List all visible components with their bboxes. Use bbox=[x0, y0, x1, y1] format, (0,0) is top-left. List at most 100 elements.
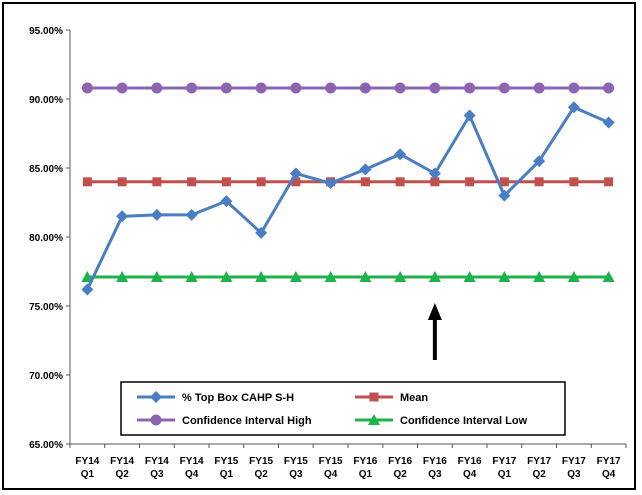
series-3-point bbox=[567, 271, 580, 283]
series-0-point bbox=[220, 195, 233, 208]
series-3-point bbox=[150, 271, 163, 283]
series-2-point bbox=[81, 82, 93, 94]
series-2-point bbox=[255, 82, 267, 94]
y-tick-label: 80.00% bbox=[29, 233, 63, 244]
x-tick-label-quarter: Q1 bbox=[498, 469, 512, 480]
series-1-point bbox=[534, 177, 544, 187]
x-tick-label-quarter: Q3 bbox=[289, 469, 303, 480]
series-0-point bbox=[463, 109, 476, 122]
y-tick-label: 95.00% bbox=[29, 26, 63, 37]
series-2-point bbox=[325, 82, 337, 94]
series-0-point bbox=[116, 210, 129, 223]
y-tick-label: 75.00% bbox=[29, 302, 63, 313]
legend-label: % Top Box CAHP S-H bbox=[182, 392, 294, 404]
series-1-point bbox=[430, 177, 440, 187]
y-tick-label: 85.00% bbox=[29, 164, 63, 175]
series-3-point bbox=[289, 271, 302, 283]
x-tick-label-quarter: Q4 bbox=[463, 469, 477, 480]
series-0-point bbox=[255, 226, 268, 239]
series-2-point bbox=[359, 82, 371, 94]
series-0-point bbox=[533, 155, 546, 168]
series-1-point bbox=[604, 177, 614, 187]
series-3-point bbox=[324, 271, 337, 283]
x-tick-label-year: FY16 bbox=[458, 456, 482, 467]
series-1-point bbox=[499, 177, 509, 187]
annotation-arrow-head bbox=[427, 303, 442, 320]
series-1-point bbox=[360, 177, 370, 187]
legend-swatch-marker bbox=[150, 391, 162, 403]
x-tick-label-year: FY17 bbox=[597, 456, 621, 467]
x-tick-label-year: FY14 bbox=[110, 456, 134, 467]
series-3-point bbox=[255, 271, 268, 283]
series-2-point bbox=[116, 82, 128, 94]
y-tick-label: 70.00% bbox=[29, 371, 63, 382]
series-0-point bbox=[394, 148, 407, 161]
series-1-point bbox=[256, 177, 266, 187]
series-0-point bbox=[567, 101, 580, 114]
series-2-point bbox=[498, 82, 510, 94]
series-1-point bbox=[465, 177, 475, 187]
series-3-point bbox=[81, 271, 94, 283]
x-tick-label-quarter: Q3 bbox=[150, 469, 164, 480]
x-tick-label-year: FY15 bbox=[214, 456, 238, 467]
series-2-point bbox=[186, 82, 198, 94]
x-tick-label-quarter: Q2 bbox=[532, 469, 546, 480]
series-0-point bbox=[289, 167, 302, 180]
x-tick-label-year: FY17 bbox=[527, 456, 551, 467]
x-tick-label-year: FY15 bbox=[284, 456, 308, 467]
series-1-point bbox=[187, 177, 197, 187]
series-2-point bbox=[394, 82, 406, 94]
series-3-point bbox=[185, 271, 198, 283]
x-tick-label-year: FY17 bbox=[492, 456, 516, 467]
legend-box bbox=[120, 381, 566, 436]
x-tick-label-year: FY14 bbox=[145, 456, 169, 467]
x-tick-label-quarter: Q4 bbox=[185, 469, 199, 480]
x-tick-label-quarter: Q2 bbox=[254, 469, 268, 480]
series-3-point bbox=[220, 271, 233, 283]
series-1-point bbox=[82, 177, 92, 187]
series-2-point bbox=[290, 82, 302, 94]
series-0-point bbox=[428, 167, 441, 180]
series-2-point bbox=[603, 82, 615, 94]
series-3-point bbox=[359, 271, 372, 283]
legend-label: Mean bbox=[400, 392, 428, 404]
series-0-point bbox=[81, 283, 94, 296]
series-0-point bbox=[150, 208, 163, 221]
x-tick-label-year: FY17 bbox=[562, 456, 586, 467]
series-3-point bbox=[394, 271, 407, 283]
series-1-point bbox=[291, 177, 301, 187]
series-1-point bbox=[395, 177, 405, 187]
series-1-point bbox=[221, 177, 231, 187]
x-tick-label-quarter: Q3 bbox=[428, 469, 442, 480]
series-1-point bbox=[117, 177, 127, 187]
x-tick-label-year: FY14 bbox=[75, 456, 99, 467]
series-2-point bbox=[429, 82, 441, 94]
x-tick-label-quarter: Q1 bbox=[81, 469, 95, 480]
x-tick-label-quarter: Q3 bbox=[567, 469, 581, 480]
series-0-point bbox=[324, 177, 337, 190]
series-0-point bbox=[498, 189, 511, 202]
series-2-point bbox=[220, 82, 232, 94]
x-tick-label-year: FY16 bbox=[423, 456, 447, 467]
legend-swatch-marker bbox=[150, 414, 162, 426]
x-tick-label-year: FY16 bbox=[353, 456, 377, 467]
x-tick-label-year: FY16 bbox=[388, 456, 412, 467]
series-1-point bbox=[152, 177, 162, 187]
series-2-point bbox=[464, 82, 476, 94]
series-line-0 bbox=[86, 105, 610, 291]
x-tick-label-quarter: Q2 bbox=[115, 469, 129, 480]
series-3-point bbox=[428, 271, 441, 283]
x-tick-label-quarter: Q1 bbox=[359, 469, 373, 480]
y-tick-label: 90.00% bbox=[29, 95, 63, 106]
legend-label: Confidence Interval Low bbox=[400, 415, 528, 427]
x-tick-label-year: FY14 bbox=[180, 456, 204, 467]
series-2-point bbox=[151, 82, 163, 94]
series-3-point bbox=[533, 271, 546, 283]
series-3-point bbox=[116, 271, 129, 283]
x-tick-label-quarter: Q2 bbox=[393, 469, 407, 480]
series-2-point bbox=[533, 82, 545, 94]
series-1-point bbox=[569, 177, 579, 187]
legend-swatch-marker bbox=[369, 392, 379, 402]
series-0-point bbox=[602, 116, 615, 129]
